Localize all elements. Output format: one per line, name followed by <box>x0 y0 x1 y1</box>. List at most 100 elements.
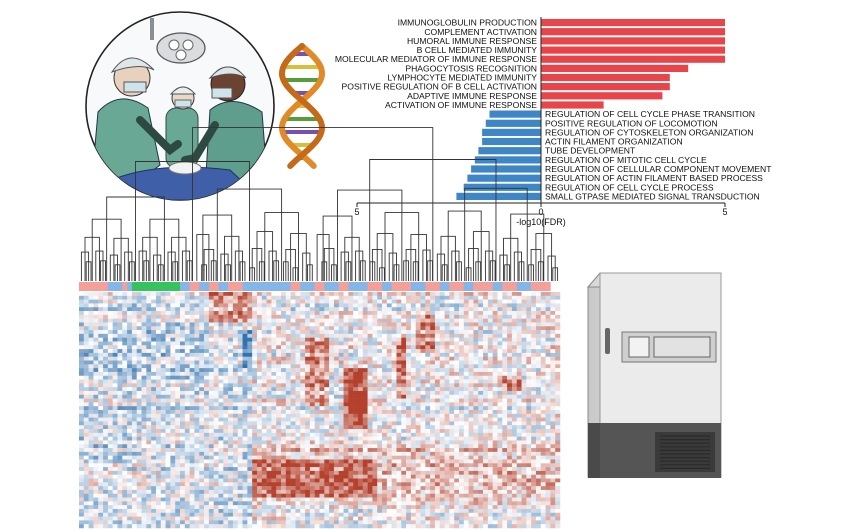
heat-cell <box>357 387 364 392</box>
heat-cell <box>434 398 440 403</box>
heat-cell <box>93 467 99 472</box>
heat-cell <box>146 299 152 304</box>
heat-cell <box>122 314 128 319</box>
heat-cell <box>343 307 349 312</box>
heat-cell <box>444 410 450 415</box>
heat-cell <box>531 341 537 346</box>
heat-cell <box>348 413 354 418</box>
group-segment <box>300 282 315 291</box>
heat-cell <box>353 299 359 304</box>
heat-cell <box>290 455 296 460</box>
heat-cell <box>526 356 532 361</box>
heat-cell <box>357 383 364 388</box>
heat-cell <box>410 337 416 342</box>
heat-cell <box>271 451 277 456</box>
heat-cell <box>117 375 123 380</box>
heat-cell <box>213 459 219 464</box>
heat-cell <box>382 444 388 449</box>
heat-cell <box>420 436 426 441</box>
heat-cell <box>160 421 166 426</box>
heat-cell <box>444 360 450 365</box>
heat-cell <box>420 379 426 384</box>
heat-cell <box>367 383 373 388</box>
heat-cell <box>362 314 368 319</box>
group-segment <box>131 282 181 291</box>
heat-cell <box>271 292 277 297</box>
heat-cell <box>131 451 137 456</box>
heat-cell <box>516 371 522 376</box>
heat-cell <box>425 345 431 350</box>
heat-cell <box>458 371 465 376</box>
heat-cell <box>300 444 306 449</box>
heat-cell <box>242 413 248 418</box>
heat-cell <box>237 406 243 411</box>
heat-cell <box>333 314 339 319</box>
heat-cell <box>324 303 330 308</box>
heat-cell <box>261 356 267 361</box>
heat-cell <box>184 448 190 453</box>
heat-cell <box>483 436 489 441</box>
heat-cell <box>88 467 94 472</box>
heat-cell <box>175 345 181 350</box>
heat-cell <box>98 345 104 350</box>
heat-cell <box>430 425 436 430</box>
heat-cell <box>271 406 277 411</box>
heat-cell <box>463 390 469 396</box>
heat-cell <box>194 295 200 300</box>
heat-cell <box>329 417 335 422</box>
heat-cell <box>550 314 556 319</box>
heat-cell <box>545 421 551 426</box>
heat-cell <box>329 379 335 384</box>
heat-cell <box>290 406 296 411</box>
heat-cell <box>425 421 431 426</box>
heat-cell <box>540 398 546 403</box>
heat-cell <box>189 410 195 415</box>
heat-cell <box>151 394 157 399</box>
heat-cell <box>478 410 484 415</box>
heat-cell <box>324 436 330 441</box>
heat-cell <box>309 292 315 297</box>
heat-cell <box>478 455 484 460</box>
heat-cell <box>204 444 210 449</box>
heat-cell <box>531 444 537 449</box>
heat-cell <box>242 364 248 369</box>
heat-cell <box>473 390 479 396</box>
heat-cell <box>410 425 416 430</box>
heat-cell <box>463 459 469 464</box>
heat-cell <box>483 402 489 407</box>
heat-cell <box>425 371 431 376</box>
heat-cell <box>237 314 243 319</box>
heat-cell <box>324 417 330 422</box>
heat-cell <box>295 326 301 331</box>
heat-cell <box>324 364 330 369</box>
heat-cell <box>155 345 162 350</box>
heat-cell <box>290 429 296 434</box>
heat-cell <box>367 425 373 430</box>
heat-cell <box>468 429 474 434</box>
heat-cell <box>511 314 517 319</box>
heat-cell <box>444 356 450 361</box>
heat-cell <box>98 425 104 430</box>
bar-label: REGULATION OF CELL CYCLE PHASE TRANSITIO… <box>545 109 755 119</box>
heat-cell <box>223 398 229 403</box>
heat-cell <box>540 436 546 441</box>
heat-cell <box>285 360 291 365</box>
heat-cell <box>487 444 493 449</box>
heat-cell <box>141 311 147 316</box>
heat-cell <box>252 379 258 384</box>
heat-cell <box>487 375 493 380</box>
heat-cell <box>199 345 205 350</box>
heat-cell <box>151 360 157 365</box>
heat-cell <box>382 326 388 331</box>
heat-cell <box>117 303 123 308</box>
heat-cell <box>281 402 287 407</box>
heat-cell <box>237 349 243 354</box>
heat-cell <box>175 322 181 327</box>
heat-cell <box>314 448 320 453</box>
heat-cell <box>300 337 306 342</box>
group-segment <box>425 282 441 291</box>
heat-cell <box>213 314 219 319</box>
heat-cell <box>281 429 287 434</box>
heat-cell <box>305 299 311 304</box>
heat-cell <box>319 349 325 354</box>
